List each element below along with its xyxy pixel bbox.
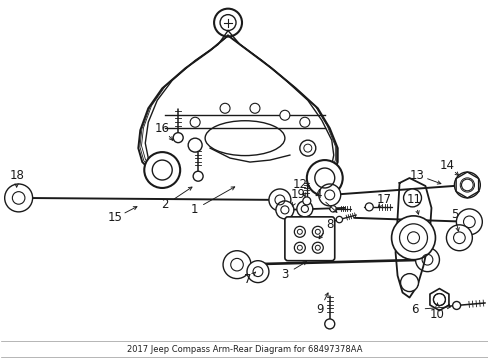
- Text: 13: 13: [409, 168, 424, 181]
- Circle shape: [223, 251, 250, 279]
- Circle shape: [144, 152, 180, 188]
- Text: 17: 17: [376, 193, 391, 206]
- Text: 19: 19: [290, 188, 305, 202]
- Text: 18: 18: [9, 168, 24, 181]
- FancyBboxPatch shape: [285, 217, 334, 261]
- Circle shape: [214, 9, 242, 37]
- Circle shape: [190, 117, 200, 127]
- Circle shape: [5, 184, 33, 212]
- Circle shape: [279, 110, 289, 120]
- Circle shape: [246, 261, 268, 283]
- Circle shape: [312, 226, 323, 237]
- Circle shape: [294, 226, 305, 237]
- Circle shape: [455, 209, 481, 235]
- Circle shape: [403, 189, 421, 207]
- Circle shape: [446, 225, 471, 251]
- Text: 10: 10: [429, 308, 444, 321]
- Circle shape: [452, 301, 460, 310]
- Circle shape: [220, 103, 229, 113]
- Circle shape: [391, 216, 435, 260]
- Circle shape: [415, 248, 439, 272]
- Circle shape: [453, 172, 479, 198]
- Text: 14: 14: [439, 158, 454, 172]
- Text: 5: 5: [450, 208, 457, 221]
- Text: 11: 11: [406, 193, 421, 206]
- Text: 12: 12: [292, 179, 307, 192]
- Circle shape: [188, 138, 202, 152]
- Circle shape: [299, 140, 315, 156]
- Text: 2: 2: [161, 198, 169, 211]
- Circle shape: [329, 206, 336, 212]
- Text: 9: 9: [315, 303, 323, 316]
- Circle shape: [268, 189, 290, 211]
- Text: 7: 7: [244, 273, 251, 286]
- Circle shape: [275, 201, 293, 219]
- Text: 15: 15: [108, 211, 122, 224]
- Text: 6: 6: [410, 303, 417, 316]
- Text: 1: 1: [190, 203, 198, 216]
- Text: 16: 16: [154, 122, 169, 135]
- Circle shape: [306, 160, 342, 196]
- Text: 2017 Jeep Compass Arm-Rear Diagram for 68497378AA: 2017 Jeep Compass Arm-Rear Diagram for 6…: [126, 345, 362, 354]
- Circle shape: [193, 171, 203, 181]
- Circle shape: [324, 319, 334, 329]
- Circle shape: [302, 197, 310, 205]
- Circle shape: [318, 184, 340, 206]
- Circle shape: [296, 201, 312, 217]
- Circle shape: [400, 274, 418, 292]
- Circle shape: [249, 103, 260, 113]
- Circle shape: [365, 203, 372, 211]
- Circle shape: [335, 216, 342, 223]
- Text: 8: 8: [325, 218, 333, 231]
- Circle shape: [294, 242, 305, 253]
- Circle shape: [312, 242, 323, 253]
- Circle shape: [299, 117, 309, 127]
- Text: 4: 4: [313, 188, 321, 202]
- Circle shape: [173, 133, 183, 143]
- Text: 3: 3: [281, 268, 288, 281]
